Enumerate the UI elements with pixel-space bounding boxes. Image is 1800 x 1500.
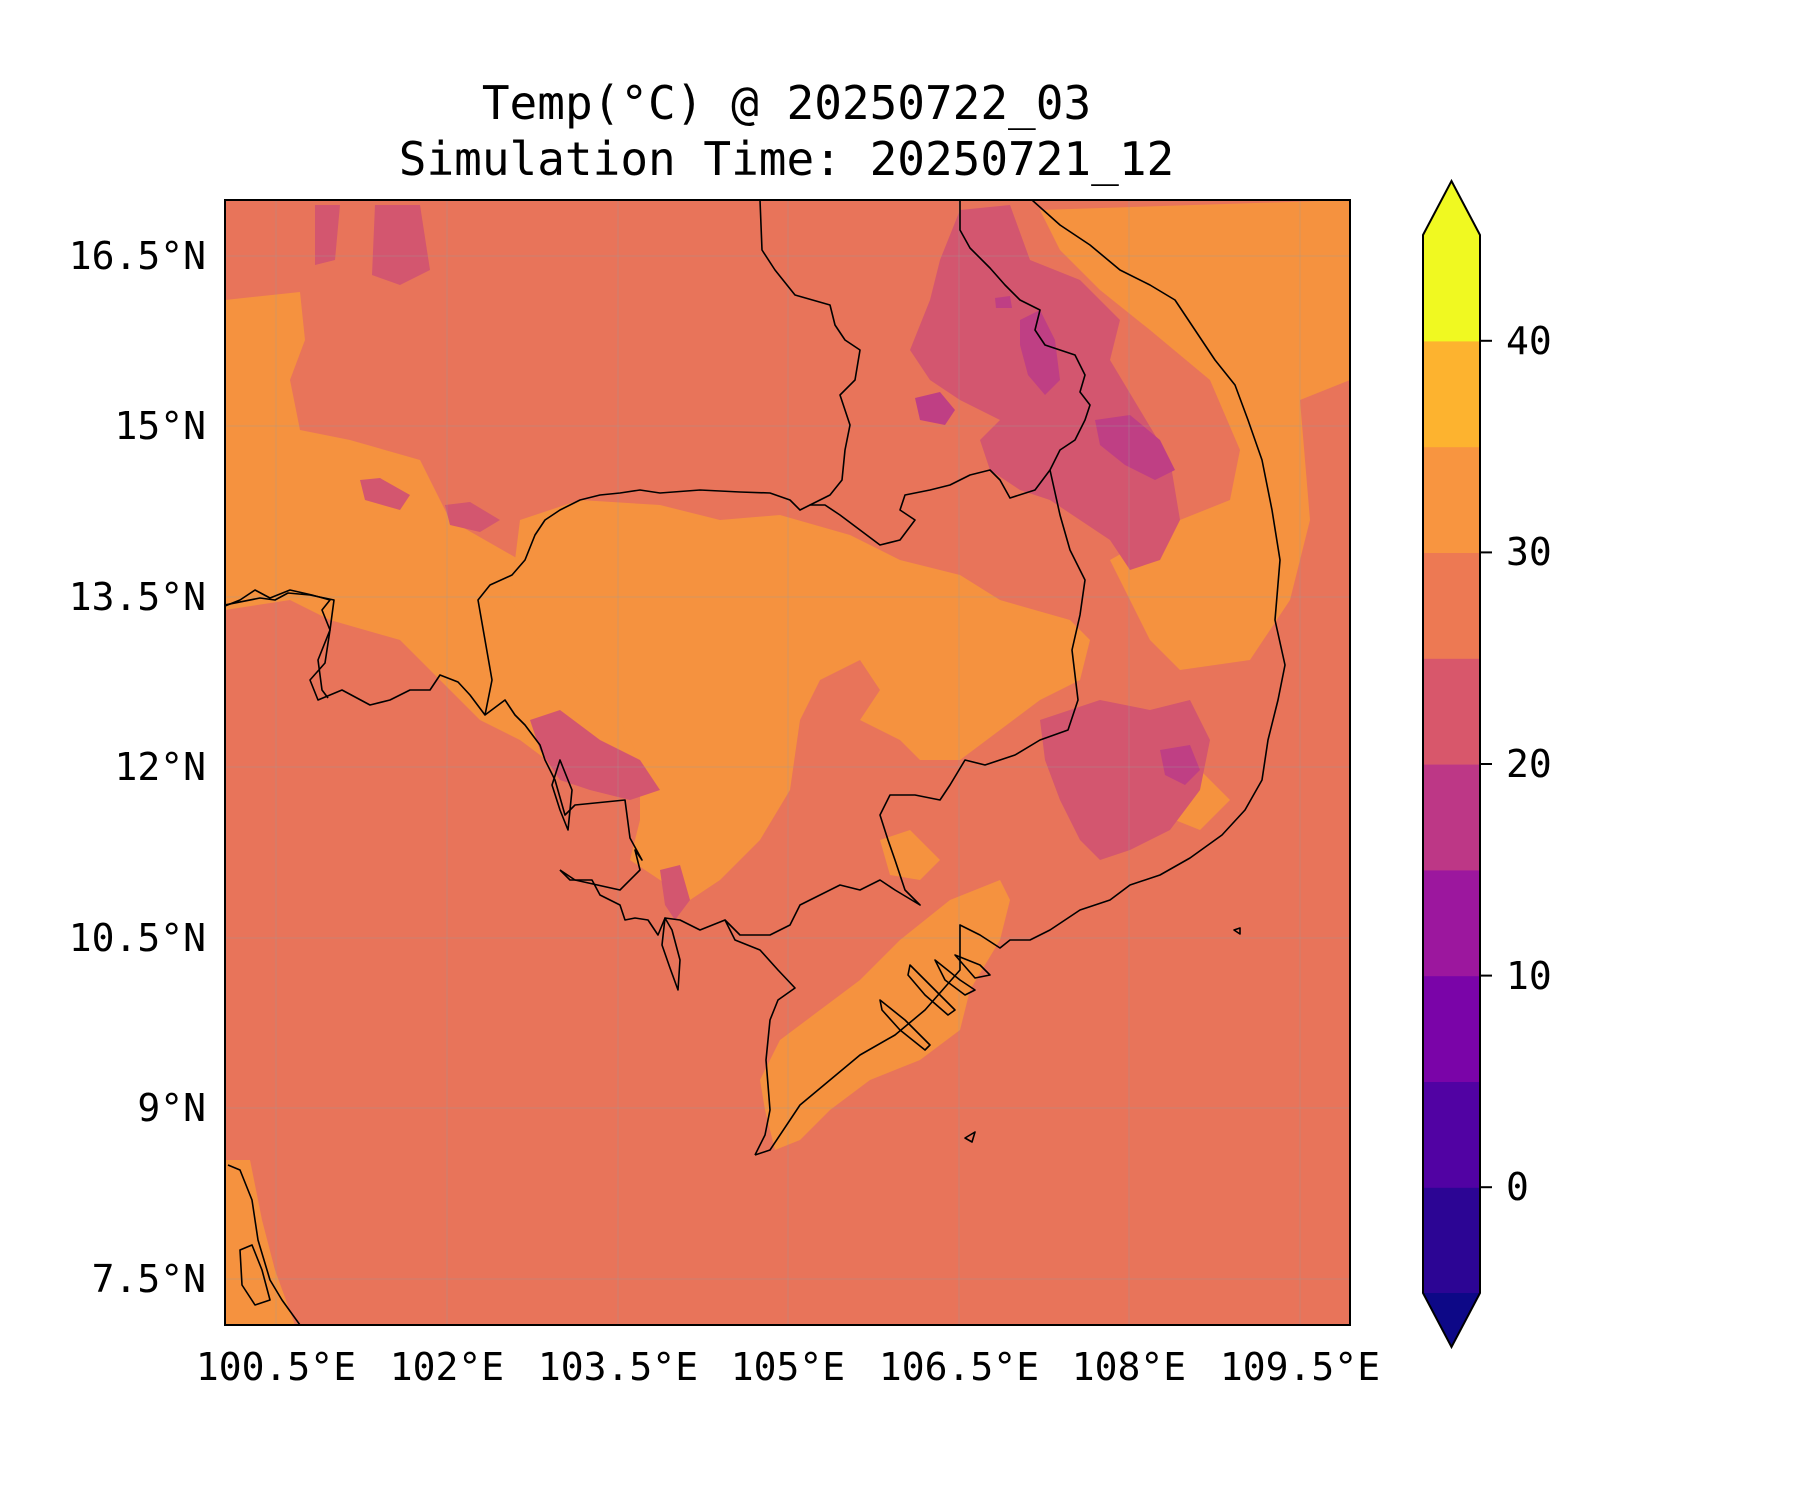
contour-band-30-35 (225, 200, 1350, 1325)
mekong-delta-west-coast (559, 869, 796, 1156)
map-frame (224, 199, 1351, 1326)
delta-mouth-1 (879, 999, 931, 1051)
lon-tick-label: 100.5°E (195, 1345, 357, 1389)
colorbar-tick-label: 30 (1506, 530, 1552, 575)
lat-tick-label: 16.5°N (68, 234, 206, 278)
cambodia-vietnam-border (724, 469, 1086, 936)
malay-peninsula-coast (227, 1164, 301, 1325)
colorbar-segment (1423, 869, 1480, 977)
lon-tick-label: 103.5°E (537, 1345, 699, 1389)
colorbar-segment (1423, 658, 1480, 765)
map-area (225, 200, 1350, 1325)
colorbar (1423, 181, 1492, 1347)
contour-band-15-20 (915, 296, 1200, 785)
lat-tick-label: 15°N (114, 404, 206, 448)
vietnam-coastline (754, 200, 1286, 1156)
colorbar-tick-label: 40 (1506, 318, 1552, 363)
colorbar-tick-label: 10 (1506, 953, 1552, 998)
delta-mouth-2 (907, 964, 956, 1016)
colorbar-segment (1423, 340, 1480, 448)
myanmar-thailand-border (225, 592, 335, 699)
malay-island (239, 1244, 271, 1306)
lon-tick-label: 106.5°E (878, 1345, 1040, 1389)
colorbar-segment (1423, 552, 1480, 659)
con-dao-island (964, 1131, 976, 1143)
small-islet (1233, 927, 1241, 935)
lat-tick-label: 9°N (137, 1086, 206, 1130)
gridlines (225, 200, 1350, 1325)
colorbar-segment (1423, 235, 1480, 342)
lat-tick-label: 10.5°N (68, 916, 206, 960)
delta-mouth-4 (954, 954, 991, 979)
lat-tick-label: 13.5°N (68, 575, 206, 619)
laos-thailand-border (759, 200, 861, 506)
figure-title-line2: Simulation Time: 20250721_12 (398, 132, 1175, 186)
colorbar-segment (1423, 1187, 1480, 1294)
coastlines-and-borders (225, 200, 1286, 1325)
cambodia-coast (225, 589, 643, 891)
figure-title-line1: Temp(°C) @ 20250722_03 (481, 76, 1092, 130)
lon-tick-label: 105°E (730, 1345, 846, 1389)
colorbar-extend-under (1423, 1293, 1480, 1347)
colorbar-outline (1422, 178, 1481, 1350)
colorbar-segment (1423, 446, 1480, 553)
colorbar-segment (1423, 764, 1480, 871)
lon-tick-label: 102°E (389, 1345, 505, 1389)
lat-tick-label: 7.5°N (91, 1257, 206, 1301)
kong-island (551, 759, 573, 831)
phu-quoc-island (661, 917, 681, 991)
colorbar-tick-label: 20 (1506, 742, 1552, 786)
delta-mouth-3 (934, 959, 976, 996)
colorbar-segment (1423, 975, 1480, 1082)
colorbar-tick-label: 0 (1506, 1165, 1529, 1210)
colorbar-extend-over (1423, 181, 1480, 235)
lon-tick-label: 108°E (1071, 1345, 1187, 1389)
thailand-cambodia-border (477, 200, 1091, 716)
colorbar-segment (1423, 1081, 1480, 1188)
lon-tick-label: 109.5°E (1219, 1345, 1381, 1389)
lat-tick-label: 12°N (114, 745, 206, 789)
